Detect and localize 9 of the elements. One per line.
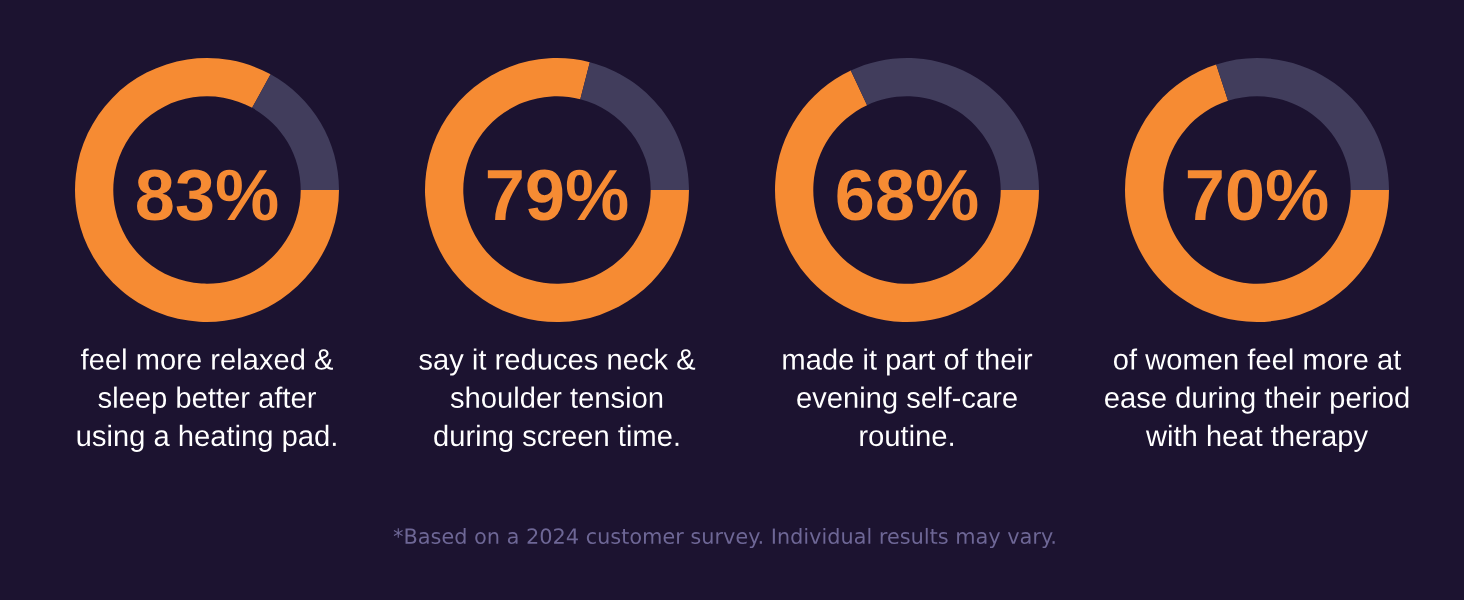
text: say it reduces neck & shoulder tension during screen time. [419, 348, 696, 452]
data-label: 70% [1187, 169, 1328, 221]
text: made it part of their evening self-care routine. [783, 348, 1033, 447]
data-label: 79% [487, 169, 628, 221]
text: *Based on a 2024 customer survey. Individual results may vary. [393, 527, 1055, 549]
text: of women feel more at ease during their period with heat therapy [1105, 348, 1409, 452]
text: feel more relaxed & sleep better after using a heating pad. [77, 348, 336, 452]
data-label: 68% [837, 169, 978, 221]
data-label: 83% [137, 169, 278, 221]
